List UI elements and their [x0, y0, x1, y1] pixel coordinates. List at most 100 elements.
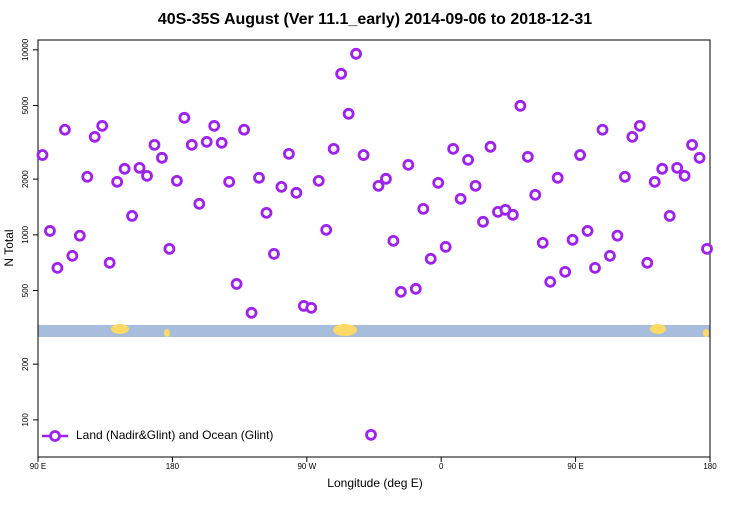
- data-point: [387, 234, 400, 247]
- data-point: [268, 247, 280, 260]
- data-point: [484, 140, 497, 153]
- data-point: [208, 119, 221, 132]
- data-point: [409, 282, 422, 295]
- data-point: [447, 142, 460, 155]
- data-point: [73, 229, 86, 242]
- y-tick-label: 10000: [21, 38, 30, 61]
- data-point: [230, 278, 243, 290]
- data-point: [372, 179, 385, 192]
- land-ocean-strip: [38, 324, 710, 337]
- y-tick-label: 2000: [21, 170, 30, 188]
- data-point: [215, 136, 228, 149]
- data-point: [111, 175, 124, 188]
- data-point: [641, 256, 654, 269]
- data-point: [633, 119, 646, 132]
- data-point: [454, 192, 467, 205]
- data-point: [678, 169, 691, 182]
- legend-marker: [49, 430, 61, 442]
- data-point: [394, 285, 407, 298]
- data-point: [193, 197, 206, 210]
- y-tick-label: 100: [21, 413, 30, 427]
- data-point: [282, 147, 295, 160]
- y-tick-label: 500: [21, 283, 30, 297]
- data-point: [671, 161, 684, 174]
- data-point: [626, 130, 639, 143]
- data-point: [380, 172, 392, 185]
- data-point: [432, 176, 445, 189]
- data-point: [417, 202, 430, 215]
- data-point: [88, 130, 101, 143]
- data-point: [253, 171, 265, 184]
- data-point: [66, 249, 79, 262]
- data-point: [365, 428, 377, 441]
- data-point: [238, 123, 250, 136]
- data-point: [521, 150, 534, 163]
- data-point: [544, 275, 557, 288]
- y-tick-label: 1000: [21, 225, 30, 243]
- data-point: [327, 142, 340, 155]
- y-tick-label: 5000: [21, 96, 30, 114]
- data-point: [350, 47, 362, 60]
- data-point: [462, 153, 474, 166]
- data-point: [148, 138, 161, 151]
- data-point: [245, 306, 258, 319]
- x-axis-label: Longitude (deg E): [327, 476, 422, 490]
- x-tick-label: 90 E: [567, 462, 583, 471]
- data-point: [589, 261, 601, 274]
- data-point: [536, 236, 549, 249]
- data-point: [118, 162, 131, 175]
- y-tick-label: 200: [21, 357, 30, 371]
- data-point: [648, 175, 661, 188]
- data-point: [357, 149, 370, 161]
- data-point: [133, 161, 146, 174]
- x-tick-label: 0: [439, 462, 444, 471]
- data-point: [424, 252, 437, 265]
- data-point: [103, 256, 116, 269]
- x-tick-label: 180: [166, 462, 180, 471]
- data-point: [200, 135, 213, 148]
- data-point: [551, 171, 564, 184]
- chart-title: 40S-35S August (Ver 11.1_early) 2014-09-…: [158, 11, 592, 28]
- data-point: [305, 301, 318, 314]
- data-point: [656, 162, 669, 175]
- data-point: [185, 138, 198, 151]
- data-point: [51, 261, 64, 274]
- x-tick-label: 180: [703, 462, 717, 471]
- data-point: [596, 123, 609, 136]
- data-point: [701, 242, 713, 255]
- data-point: [320, 223, 333, 236]
- plot-frame: [37, 39, 711, 458]
- data-point: [156, 151, 168, 164]
- data-point: [141, 169, 153, 182]
- data-point: [178, 111, 191, 124]
- data-point: [335, 67, 348, 80]
- data-point: [604, 249, 616, 262]
- data-point: [96, 119, 109, 132]
- data-point: [529, 188, 542, 201]
- data-point: [58, 123, 71, 136]
- data-point: [342, 107, 355, 120]
- data-point: [574, 149, 586, 161]
- data-point: [506, 208, 519, 221]
- x-tick-label: 90 W: [297, 462, 316, 471]
- data-point: [663, 209, 676, 222]
- data-point: [275, 180, 288, 193]
- data-point: [260, 206, 273, 219]
- data-point: [566, 233, 579, 246]
- data-point: [163, 242, 176, 255]
- data-point: [44, 225, 56, 237]
- data-point: [618, 170, 631, 183]
- data-point: [439, 240, 452, 253]
- data-point: [686, 138, 698, 151]
- data-point: [559, 265, 572, 278]
- data-point: [402, 158, 415, 171]
- data-point: [126, 209, 138, 222]
- data-point: [170, 174, 183, 187]
- data-point: [469, 179, 482, 192]
- data-point: [477, 215, 489, 228]
- x-tick-label: 90 E: [30, 462, 46, 471]
- y-axis-label: N Total: [2, 229, 16, 266]
- data-point: [693, 151, 706, 164]
- data-point: [36, 149, 49, 161]
- data-point: [223, 175, 236, 188]
